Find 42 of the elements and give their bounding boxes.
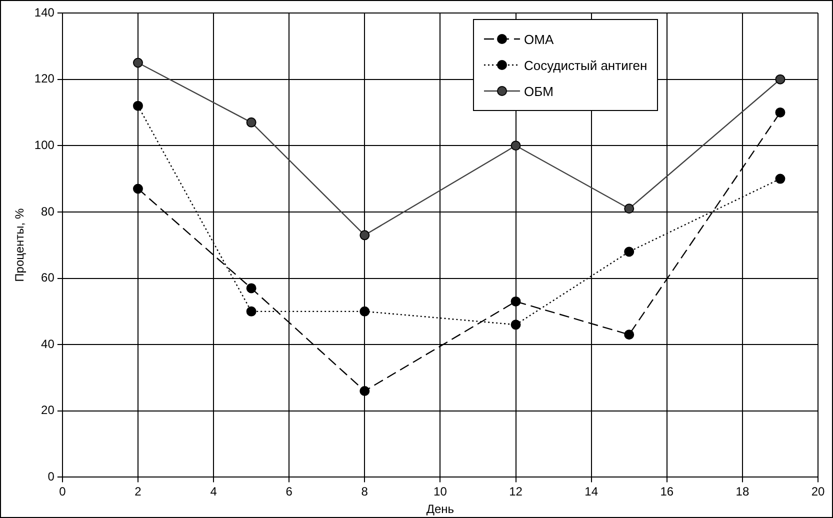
y-tick-label: 20 (41, 403, 55, 418)
point (775, 107, 786, 118)
x-tick-label: 0 (59, 484, 66, 499)
x-tick-label: 16 (660, 484, 674, 499)
x-tick-label: 8 (361, 484, 368, 499)
legend-label: Сосудистый антиген (524, 58, 648, 72)
y-tick-label: 60 (41, 270, 55, 285)
point (360, 386, 370, 396)
x-tick-label: 4 (210, 484, 218, 499)
y-tick-label: 80 (41, 204, 55, 218)
x-tick-label: 18 (736, 484, 750, 499)
point (624, 246, 634, 257)
point (510, 320, 521, 330)
point (775, 74, 786, 84)
y-tick-label: 40 (41, 336, 55, 351)
point (246, 283, 256, 294)
point (510, 296, 521, 306)
point (360, 306, 370, 316)
legend-label: ОМА (524, 32, 554, 46)
x-axis-title: День (426, 502, 454, 516)
point (246, 117, 256, 128)
point (624, 330, 634, 340)
point (132, 58, 143, 68)
x-tick-label: 6 (286, 484, 293, 499)
point (246, 306, 256, 316)
point (775, 174, 786, 184)
point (132, 100, 143, 111)
x-tick-label: 12 (509, 484, 523, 499)
point (624, 204, 634, 214)
y-tick-label: 140 (34, 5, 55, 20)
x-tick-label: 14 (584, 484, 598, 499)
y-tick-label: 120 (34, 72, 55, 86)
y-tick-label: 100 (34, 138, 55, 152)
point (132, 184, 143, 194)
y-axis-title: Проценты, % (12, 208, 27, 282)
x-tick-label: 2 (134, 484, 142, 499)
x-tick-label: 10 (434, 484, 448, 499)
x-tick-label: 20 (811, 484, 825, 499)
point (510, 140, 521, 151)
point (360, 230, 370, 240)
y-tick-label: 0 (48, 470, 55, 484)
legend-label: ОБМ (524, 84, 554, 98)
